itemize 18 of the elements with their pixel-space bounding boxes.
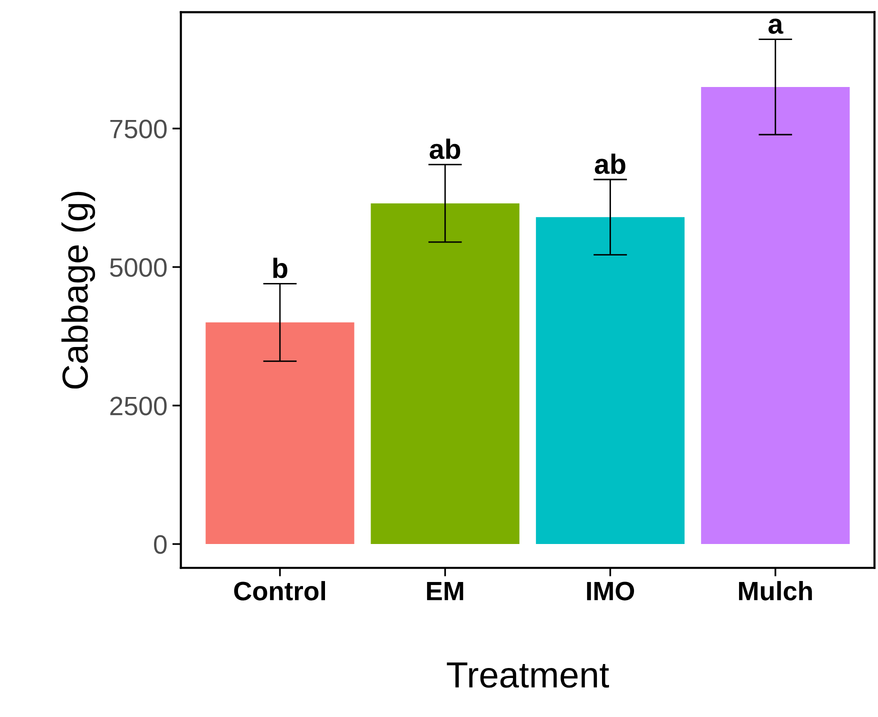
x-axis-title: Treatment bbox=[446, 662, 610, 688]
bar bbox=[206, 322, 354, 544]
x-tick-label: Control bbox=[234, 581, 325, 600]
bar bbox=[701, 86, 850, 544]
annotation: b bbox=[273, 258, 288, 278]
annotation: ab bbox=[594, 154, 626, 174]
bar bbox=[370, 203, 520, 544]
x-tick-label: IMO bbox=[587, 582, 634, 600]
y-tick-label: 2500 bbox=[110, 396, 167, 416]
x-tick-label: EM bbox=[427, 582, 464, 600]
annotation: a bbox=[768, 18, 784, 34]
y-tick-label: 0 bbox=[154, 535, 167, 554]
y-tick-label: 5000 bbox=[110, 258, 167, 277]
annotation: ab bbox=[430, 138, 460, 160]
y-tick-label: 7500 bbox=[110, 120, 167, 138]
y-axis-title: Cabbage (g) bbox=[61, 192, 96, 389]
x-tick-label: Mulch bbox=[739, 581, 812, 600]
bar bbox=[536, 217, 685, 544]
